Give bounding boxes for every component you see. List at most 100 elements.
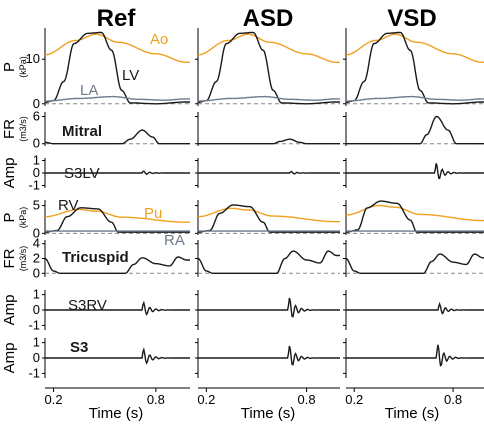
panel-s3rv-ref: -101 [28,287,190,332]
x-tick-label: 0.2 [345,392,363,407]
y-tick-label: 0 [33,165,40,180]
x-tick-label: 0.8 [444,392,462,407]
annotation-s3: S3 [70,339,88,356]
y-tick-label: 0 [33,265,40,280]
panel-s3lv-ref: -101 [28,153,190,193]
panel-mitral-ref: 06 [33,109,190,151]
series-la-line [45,95,190,102]
panel-tricuspid-asd [195,240,340,277]
x-tick-label: 0.8 [147,392,165,407]
series-tricuspid-line [345,253,484,274]
annotation-s3rv: S3RV [68,297,107,314]
x-tick-label: 0.8 [298,392,316,407]
y-tick-label: 0 [33,136,40,151]
series-mitral-line [45,129,190,145]
series-s3lv-line [346,163,484,180]
panel-tricuspid-ref: 024 [33,236,190,280]
panel-s3-vsd [343,338,484,378]
column-title-ref: Ref [97,5,137,32]
y-axis-title-s3lv: Amp [1,158,18,189]
series-ao-line [198,33,340,63]
y-tick-label: 0 [33,350,40,365]
panel-s3rv-vsd [343,290,484,330]
panel-s3-asd [195,338,340,378]
x-axis-asd: 0.2 0.8 [197,387,340,407]
series-s3rv-line [45,300,190,316]
annotation-lv: LV [122,67,139,84]
series-lv-line [45,31,190,105]
y-tick-label: -1 [28,365,40,380]
y-axis-unit-mitral: (m3/s) [18,116,28,142]
panel-rv-asd [195,200,340,235]
annotation-ra: RA [164,232,185,249]
series-s3rv-line [198,297,340,318]
y-axis-unit-lv: (kPa) [18,56,28,78]
series-la-line [198,95,340,102]
series-s3lv-line [198,170,340,175]
y-tick-label: 10 [26,51,40,66]
annotation-s3lv: S3LV [64,165,100,182]
series-la-line [346,95,484,102]
series-ao-line [45,33,190,63]
y-tick-label: 6 [33,109,40,124]
panel-lv-vsd [343,28,484,106]
panel-rv-ref: 05 [33,198,190,240]
panel-rv-vsd [343,200,484,235]
series-pu-line [45,208,190,223]
y-axis-unit-tricuspid: (m3/s) [18,246,28,272]
series-pu-line [198,207,340,223]
panel-s3rv-asd [195,290,340,330]
column-title-asd: ASD [243,5,294,32]
y-axis-title-rv: P [1,212,18,222]
x-axis-ref: 0.2 0.8 [44,387,190,407]
panel-s3lv-asd [195,158,340,188]
y-tick-label: 0 [33,302,40,317]
panel-mitral-vsd [343,112,484,146]
annotation-pu: Pu [144,205,162,222]
series-tricuspid-line [44,256,190,274]
series-s3-line [45,347,190,365]
series-s3-line [198,345,340,366]
x-tick-label: 0.2 [197,392,215,407]
series-s3lv-line [45,170,190,175]
series-ao-line [346,33,484,63]
y-tick-label: 4 [33,236,40,251]
y-axis-title-lv: P [1,62,18,72]
panel-lv-asd [195,28,340,106]
panel-s3-ref: -101 [28,335,190,380]
y-tick-label: -1 [28,317,40,332]
y-tick-label: 2 [33,251,40,266]
panel-s3lv-vsd [343,158,484,188]
panel-lv-ref: 0 10 [26,28,190,111]
series-rv-line [198,204,340,233]
x-axis-title-asd: Time (s) [241,405,295,422]
y-axis-title-tricuspid: FR [1,248,18,268]
y-axis-unit-rv: (kPa) [18,207,28,229]
series-lv-line [346,31,484,105]
series-s3rv-line [346,301,484,315]
y-tick-label: 5 [33,198,40,213]
x-axis-title-ref: Time (s) [89,405,143,422]
series-lv-line [198,31,340,105]
y-axis-title-s3: Amp [1,343,18,374]
y-tick-label: 1 [33,335,40,350]
series-rv-line [346,200,484,233]
annotation-ao: Ao [150,31,168,48]
annotation-la: LA [80,82,98,99]
y-tick-label: 1 [33,287,40,302]
y-axis-title-s3rv: Amp [1,295,18,326]
series-s3-line [346,344,484,367]
annotation-rv: RV [58,197,79,214]
annotation-mitral: Mitral [62,123,102,140]
column-title-vsd: VSD [387,5,436,32]
x-axis-vsd: 0.2 0.8 [345,387,484,407]
y-tick-label: -1 [28,178,40,193]
series-tricuspid-line [197,250,340,274]
x-axis-title-vsd: Time (s) [385,405,439,422]
annotation-tricuspid: Tricuspid [62,249,129,266]
series-mitral-line [198,138,340,145]
series-mitral-line [346,115,484,145]
y-tick-label: 0 [33,96,40,111]
